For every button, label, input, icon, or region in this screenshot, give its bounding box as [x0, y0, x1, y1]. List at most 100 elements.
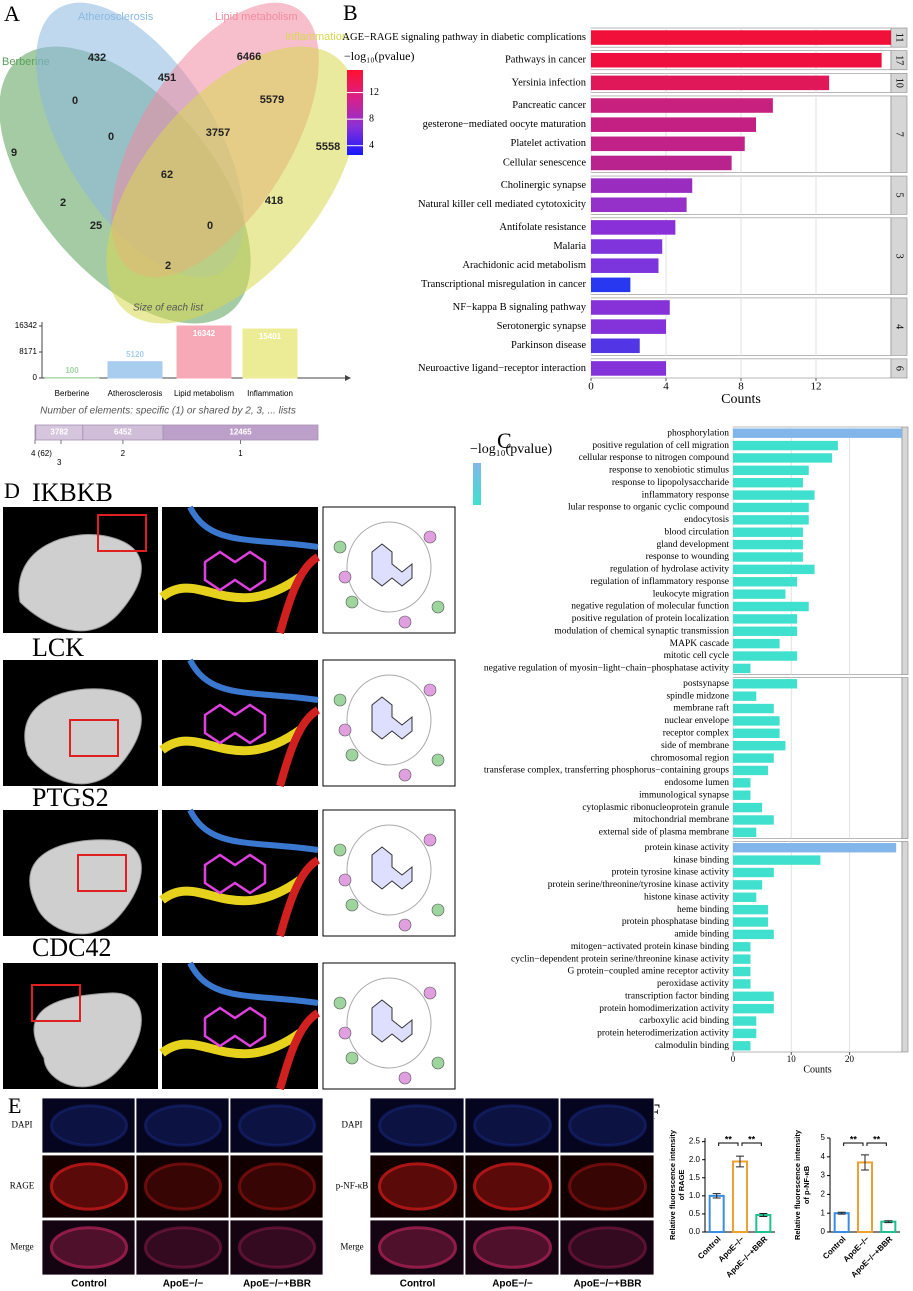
significance-bracket	[741, 1142, 762, 1146]
bar	[733, 490, 815, 500]
residue	[431, 600, 445, 614]
facet-label: 6	[894, 366, 905, 371]
category-label: membrane raft	[673, 703, 729, 714]
bar	[591, 178, 693, 193]
category-label: histone kinase activity	[644, 892, 729, 902]
diagram-outline	[346, 977, 432, 1069]
colorbar-tick-label: 12	[369, 87, 379, 98]
residue	[423, 833, 437, 847]
residue	[398, 768, 412, 782]
bar	[591, 52, 882, 68]
y-tick-label: 0	[821, 1227, 826, 1236]
category-label: Arachidonic acid metabolism	[462, 260, 586, 271]
category-label: NF−kappa B signaling pathway	[453, 302, 587, 313]
significance-bracket	[843, 1142, 864, 1146]
diagram-outline	[346, 824, 432, 916]
x-axis-title: Counts	[721, 392, 761, 407]
venn-set-label: Inflammation	[285, 31, 348, 43]
category-label: side of membrane	[661, 740, 729, 751]
significance-label: **	[873, 1134, 881, 1144]
category-label: Serotonergic synapse	[497, 321, 587, 332]
category-label: mitochondrial membrane	[633, 815, 729, 825]
bar	[733, 753, 774, 763]
ligand	[203, 703, 267, 745]
y-axis-title-line: Relative fluorescence intensity	[793, 1129, 802, 1240]
category-label: 1	[238, 449, 243, 458]
venn-region-count: 6466	[237, 51, 261, 63]
bar	[733, 614, 798, 624]
micrograph	[229, 1154, 324, 1219]
protein-surface	[29, 839, 142, 935]
category-label: inflammatory response	[642, 489, 729, 500]
bar	[591, 155, 732, 171]
significance-bracket	[866, 1142, 887, 1146]
colorbar	[473, 463, 481, 505]
bar	[733, 679, 798, 689]
bar	[733, 577, 798, 587]
bar	[591, 300, 670, 315]
y-axis-title: Relative fluorescence intensityof RAGE	[668, 1129, 686, 1240]
bar	[733, 663, 751, 674]
value-label: 6452	[114, 428, 132, 437]
venn-region-count: 432	[88, 52, 106, 64]
residue	[398, 1071, 412, 1085]
micrograph	[559, 1154, 655, 1219]
ribbon	[159, 573, 303, 603]
y-tick-label: 5	[821, 1133, 826, 1142]
residue	[333, 693, 347, 707]
protein-surface	[33, 992, 142, 1088]
column-label: Control	[400, 1279, 436, 1290]
residue	[398, 918, 412, 932]
bar	[591, 30, 891, 45]
column-label: ApoE−/−+BBR	[573, 1279, 642, 1290]
bar	[733, 790, 751, 800]
bar	[733, 904, 768, 915]
panel-letter: A	[4, 1, 20, 26]
residue	[333, 996, 347, 1010]
category-label: Cellular senescence	[503, 157, 586, 168]
diagram-ligand	[371, 696, 413, 740]
bar	[733, 638, 780, 649]
tissue	[49, 1162, 129, 1211]
x-tick-label: 4	[663, 381, 669, 393]
category-label: AGE−RAGE signaling pathway in diabetic c…	[342, 32, 586, 43]
category-label: 4 (62)	[31, 449, 52, 458]
category-label: phosphorylation	[667, 428, 729, 438]
facet-strip	[890, 217, 908, 295]
tissue	[568, 1162, 647, 1211]
ribbon	[276, 706, 321, 788]
value-label: 100	[65, 366, 79, 375]
facet-strip	[901, 841, 909, 1053]
residue	[338, 873, 352, 887]
tissue	[49, 1104, 129, 1147]
bar	[733, 515, 809, 525]
significance-bracket	[718, 1142, 739, 1146]
residue	[431, 1056, 445, 1070]
bar	[733, 991, 774, 1001]
facet-strip	[890, 297, 908, 356]
y-tick-label: 2.0	[689, 1155, 701, 1164]
tissue	[473, 1162, 552, 1211]
facet-strip	[901, 677, 909, 839]
category-label: MAPK cascade	[670, 639, 729, 649]
tissue	[378, 1226, 457, 1269]
ribbon	[187, 961, 319, 1006]
micrograph	[229, 1219, 324, 1276]
y-tick-label: 1.5	[689, 1173, 701, 1182]
x-tick-label: Inflammation	[247, 389, 293, 398]
y-tick-label: 0	[33, 373, 38, 382]
value-label: 16342	[193, 329, 216, 338]
x-tick-label: Atherosclerosis	[108, 389, 163, 398]
panel-letter: D	[4, 478, 20, 503]
column-label: ApoE−/−	[492, 1279, 533, 1290]
diagram-ligand	[371, 543, 413, 587]
row-label: Merge	[10, 1242, 33, 1252]
category-label: Antifolate resistance	[499, 222, 586, 233]
micrograph	[135, 1154, 230, 1219]
bar	[733, 892, 757, 902]
facet-strip	[890, 95, 908, 173]
y-axis-title-line: Relative fluorescence intensity	[668, 1129, 677, 1240]
facet-panel	[732, 426, 903, 675]
bar	[857, 1161, 873, 1233]
row-label: Merge	[340, 1242, 363, 1252]
